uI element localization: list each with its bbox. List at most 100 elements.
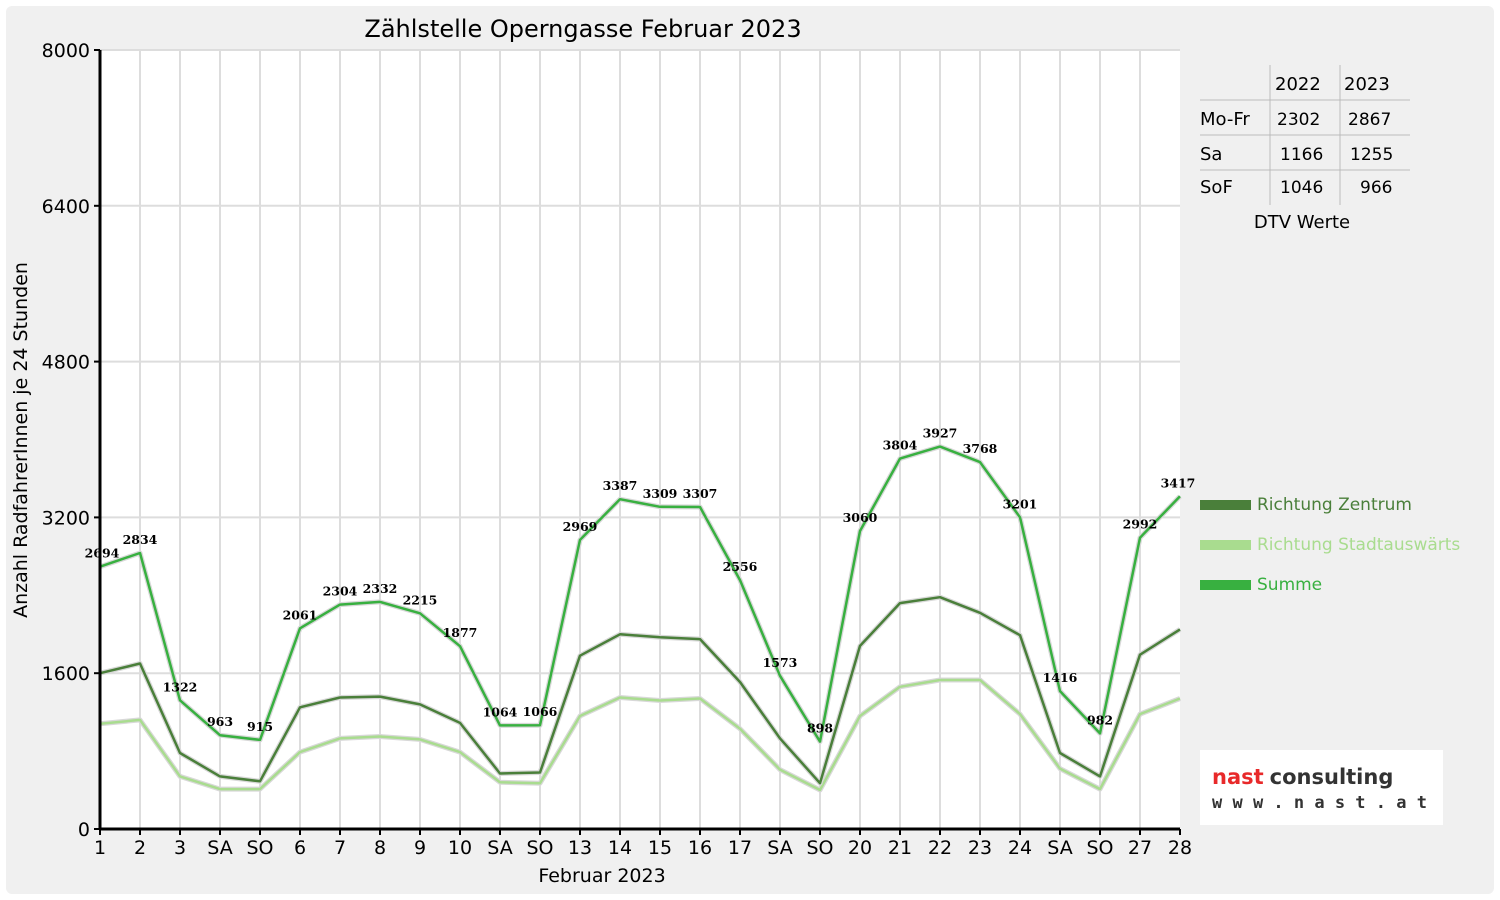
series-line-richtung-zentrum: [99, 595, 1181, 785]
data-label: 2969: [563, 519, 598, 534]
data-label: 2834: [123, 532, 158, 547]
x-tick-label: SO: [806, 837, 833, 859]
data-label: 3307: [683, 486, 718, 501]
data-label: 2304: [323, 584, 358, 599]
x-tick-label: SO: [1086, 837, 1113, 859]
x-tick-label: 28: [1168, 837, 1192, 859]
x-axis-label: Februar 2023: [538, 865, 665, 887]
data-label: 1416: [1043, 670, 1078, 685]
data-label: 963: [207, 714, 233, 729]
data-label: 2556: [723, 559, 758, 574]
x-tick-label: SO: [526, 837, 553, 859]
x-tick-label: 16: [688, 837, 712, 859]
x-tick-label: 20: [848, 837, 872, 859]
legend-swatch-summe: [1200, 580, 1251, 590]
x-tick-label: 13: [568, 837, 592, 859]
chart-title: Zählstelle Operngasse Februar 2023: [364, 15, 801, 43]
x-tick-label: 24: [1008, 837, 1032, 859]
data-label: 2332: [363, 581, 398, 596]
data-label: 3060: [843, 510, 878, 525]
x-tick-label: SA: [1047, 837, 1072, 859]
data-label: 3768: [963, 441, 998, 456]
logo-url: w w w . n a s t . a t: [1212, 793, 1427, 813]
data-label: 1064: [483, 704, 518, 719]
x-tick-label: 22: [928, 837, 952, 859]
y-tick-label: 3200: [42, 507, 90, 529]
x-tick-label: 8: [374, 837, 386, 859]
dtv-caption: DTV Werte: [1254, 212, 1350, 233]
data-label: 2992: [1123, 517, 1158, 532]
x-tick-label: 2: [134, 837, 146, 859]
y-axis-label: Anzahl RadfahrerInnen je 24 Stunden: [10, 262, 32, 618]
series-line-summe: [99, 445, 1181, 743]
x-tick-label: SO: [246, 837, 273, 859]
dtv-row-label: SoF: [1200, 177, 1233, 198]
dtv-table: 2022 2023 Mo-Fr 2302 2867 Sa 1166 1255 S…: [1200, 65, 1410, 233]
dtv-cell: 2867: [1348, 110, 1391, 130]
data-label: 3309: [643, 486, 678, 501]
x-tick-label: 14: [608, 837, 632, 859]
dtv-year-2022: 2022: [1275, 74, 1321, 95]
data-label: 3417: [1161, 475, 1196, 490]
logo-background: [1200, 750, 1443, 825]
data-label: 915: [247, 719, 273, 734]
dtv-row-label: Sa: [1200, 144, 1222, 165]
x-tick-label: 17: [728, 837, 752, 859]
series-line-richtung-stadtauswaerts: [99, 678, 1181, 792]
logo-brand-part1: nast: [1212, 765, 1264, 789]
legend: Richtung Zentrum Richtung Stadtauswärts …: [1200, 495, 1460, 595]
y-tick-label: 0: [78, 819, 90, 841]
x-tick-label: SA: [207, 837, 232, 859]
dtv-cell: 1166: [1280, 145, 1323, 165]
x-tick-label: SA: [487, 837, 512, 859]
legend-label-summe: Summe: [1257, 575, 1322, 595]
logo-brand-part2: consulting: [1270, 765, 1394, 789]
dtv-cell: 966: [1360, 178, 1392, 198]
data-label: 2694: [85, 546, 120, 561]
nast-consulting-logo: nast consulting w w w . n a s t . a t: [1200, 750, 1443, 825]
data-label: 1877: [443, 625, 478, 640]
x-tick-label: 6: [294, 837, 306, 859]
x-tick-label: 1: [94, 837, 106, 859]
x-tick-label: 9: [414, 837, 426, 859]
data-label: 3201: [1003, 496, 1038, 511]
dtv-year-2023: 2023: [1344, 74, 1390, 95]
data-label: 3927: [923, 426, 958, 441]
x-tick-label: 7: [334, 837, 346, 859]
legend-swatch-zentrum: [1200, 500, 1251, 510]
legend-label-stadtauswaerts: Richtung Stadtauswärts: [1257, 535, 1460, 555]
x-tick-label: SA: [767, 837, 792, 859]
x-tick-label: 10: [448, 837, 472, 859]
data-label: 2061: [283, 607, 318, 622]
dtv-row-label: Mo-Fr: [1200, 109, 1250, 130]
data-label: 982: [1087, 712, 1113, 727]
x-ticks: 1 2 3 SA SO 6 7 8 9 10 SA SO 13 14 15 16 17 SA SO 20 21 22 23 2…: [94, 829, 1192, 859]
y-ticks: 0 1600 3200 4800 6400 8000: [42, 40, 100, 841]
axes: [98, 50, 1180, 831]
logo-brand: nast consulting: [1212, 765, 1393, 789]
dtv-cell: 1046: [1280, 178, 1323, 198]
y-tick-label: 4800: [42, 352, 90, 374]
series-layer: [99, 444, 1182, 793]
y-tick-label: 6400: [42, 196, 90, 218]
x-tick-label: 21: [888, 837, 912, 859]
data-label: 3804: [883, 438, 918, 453]
x-tick-label: 3: [174, 837, 186, 859]
dtv-cell: 1255: [1350, 145, 1393, 165]
legend-label-zentrum: Richtung Zentrum: [1257, 495, 1412, 515]
x-tick-label: 27: [1128, 837, 1152, 859]
data-label: 1573: [763, 655, 798, 670]
dtv-cell: 2302: [1277, 110, 1320, 130]
data-label: 1322: [163, 679, 198, 694]
data-label: 898: [807, 721, 833, 736]
x-tick-label: 23: [968, 837, 992, 859]
grid: [100, 49, 1180, 829]
data-label: 2215: [403, 592, 438, 607]
x-tick-label: 15: [648, 837, 672, 859]
data-label: 1066: [523, 704, 558, 719]
y-tick-label: 8000: [42, 40, 90, 62]
y-tick-label: 1600: [42, 663, 90, 685]
legend-swatch-stadtauswaerts: [1200, 540, 1251, 550]
